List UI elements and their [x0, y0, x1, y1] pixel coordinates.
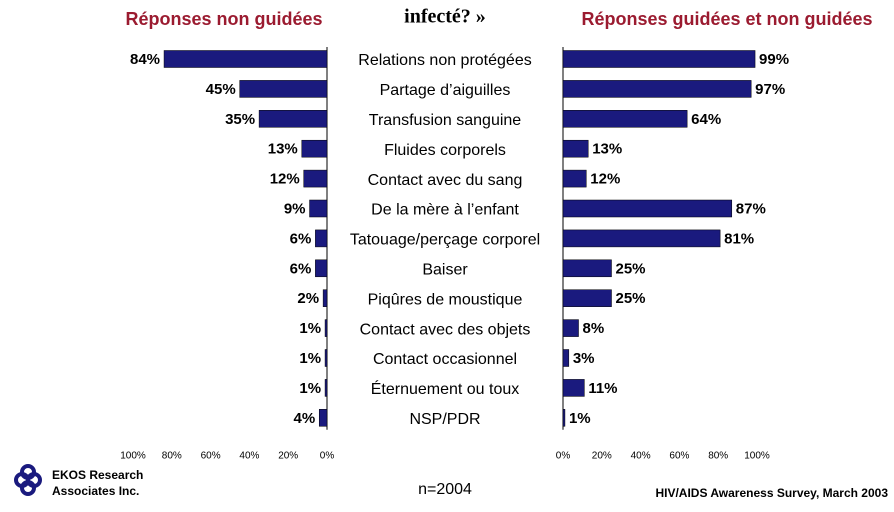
x-tick-label: 0% — [320, 451, 335, 462]
x-tick-label: 60% — [669, 451, 689, 462]
bar — [562, 289, 612, 307]
bar — [303, 169, 328, 188]
value-label: 64% — [691, 111, 721, 128]
category-label: Éternuement ou toux — [371, 379, 520, 398]
value-label: 4% — [294, 410, 316, 427]
value-label: 87% — [736, 200, 766, 217]
bar — [562, 259, 612, 278]
bar — [322, 289, 328, 307]
category-label: Relations non protégées — [358, 52, 531, 69]
category-label: Tatouage/perçage corporel — [350, 232, 540, 249]
bar — [318, 409, 328, 427]
value-label: 99% — [759, 51, 789, 68]
bar — [562, 199, 733, 218]
logo-text: EKOS Research — [52, 468, 143, 482]
x-tick-label: 60% — [201, 451, 221, 462]
value-label: 1% — [299, 380, 321, 397]
x-tick-label: 0% — [556, 451, 571, 462]
value-label: 81% — [724, 230, 754, 247]
source: HIV/AIDS Awareness Survey, March 2003 — [655, 486, 888, 500]
bar — [562, 50, 756, 68]
sample-size: n=2004 — [418, 481, 472, 498]
value-label: 11% — [588, 380, 617, 397]
x-tick-label: 100% — [744, 451, 770, 462]
category-label: Piqûres de moustique — [368, 291, 523, 308]
x-tick-label: 20% — [278, 451, 298, 462]
bar — [562, 110, 688, 128]
logo — [14, 464, 42, 496]
category-label: De la mère à l’enfant — [371, 202, 519, 219]
x-tick-label: 80% — [162, 451, 182, 462]
value-label: 25% — [616, 290, 646, 307]
category-label: Contact avec du sang — [368, 172, 523, 189]
bar — [562, 319, 579, 337]
value-label: 2% — [297, 290, 319, 307]
right-title: Réponses guidées et non guidées — [581, 9, 872, 29]
category-label: Baiser — [422, 262, 468, 279]
bar — [324, 349, 328, 367]
bar — [163, 50, 328, 68]
value-label: 6% — [290, 230, 312, 247]
title: infecté? » — [404, 6, 486, 28]
bar — [315, 229, 328, 248]
value-label: 12% — [590, 171, 620, 188]
category-label: Contact occasionnel — [373, 351, 517, 368]
value-label: 13% — [268, 141, 298, 158]
bar — [562, 80, 752, 98]
value-label: 13% — [592, 141, 622, 158]
bar — [324, 379, 328, 397]
logo-text: Associates Inc. — [52, 484, 139, 498]
x-tick-label: 40% — [631, 451, 651, 462]
value-label: 1% — [569, 410, 591, 427]
bar — [309, 199, 328, 218]
value-label: 1% — [299, 350, 321, 367]
bar — [258, 110, 328, 128]
category-label: Partage d’aiguilles — [380, 82, 511, 99]
value-label: 84% — [130, 51, 160, 68]
bar — [562, 229, 721, 248]
bar — [239, 80, 328, 98]
value-label: 3% — [573, 350, 595, 367]
bar — [562, 409, 566, 427]
bar — [562, 349, 570, 367]
value-label: 97% — [755, 81, 785, 98]
value-label: 45% — [206, 81, 236, 98]
x-tick-label: 20% — [592, 451, 612, 462]
value-label: 6% — [290, 260, 312, 277]
value-label: 12% — [270, 171, 300, 188]
left-title: Réponses non guidées — [125, 9, 322, 29]
x-tick-label: 80% — [708, 451, 728, 462]
bar — [315, 259, 328, 278]
value-label: 35% — [225, 111, 255, 128]
category-label: NSP/PDR — [409, 411, 480, 428]
x-tick-label: 100% — [120, 451, 146, 462]
value-label: 8% — [583, 320, 605, 337]
bar — [301, 139, 328, 158]
bar — [562, 169, 587, 188]
bar — [324, 319, 328, 337]
bar — [562, 139, 589, 158]
x-tick-label: 40% — [239, 451, 259, 462]
value-label: 1% — [299, 320, 321, 337]
category-label: Contact avec des objets — [360, 321, 531, 338]
bar — [562, 379, 585, 397]
value-label: 9% — [284, 200, 306, 217]
value-label: 25% — [616, 260, 646, 277]
category-label: Transfusion sanguine — [369, 112, 521, 129]
category-label: Fluides corporels — [384, 142, 506, 159]
